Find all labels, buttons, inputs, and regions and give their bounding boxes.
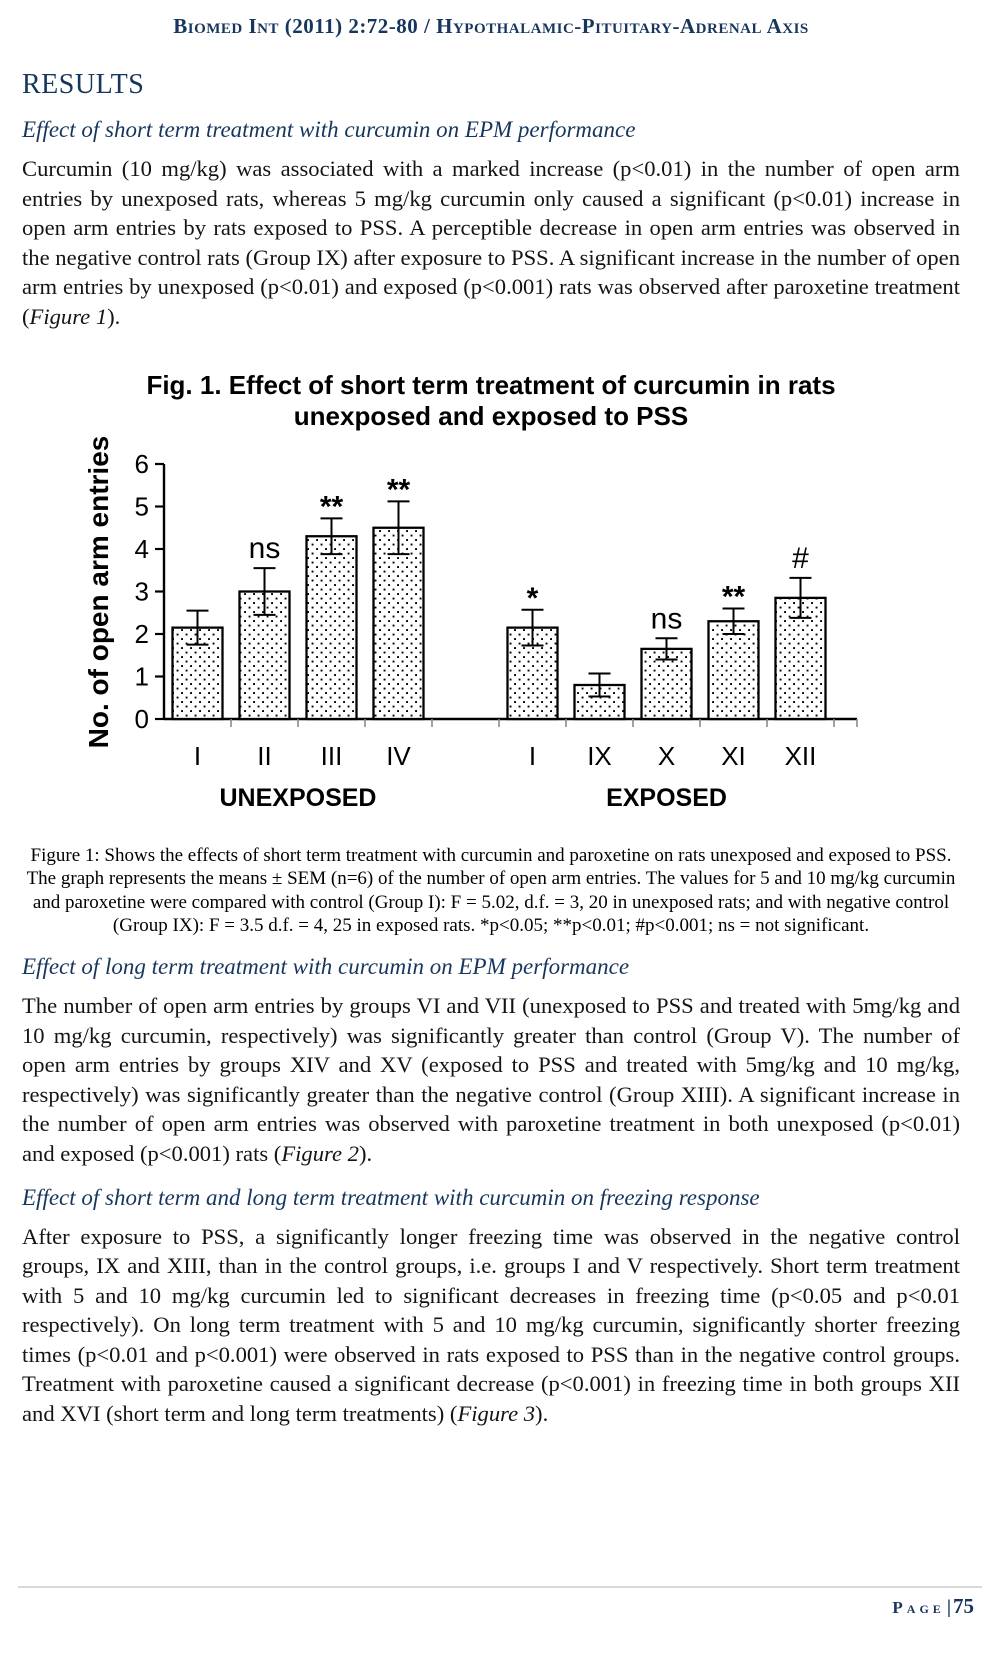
figure-1-title-line1: Fig. 1. Effect of short term treatment o… xyxy=(146,369,836,400)
category-label: IX xyxy=(587,741,612,771)
y-tick-label: 3 xyxy=(135,576,149,606)
y-tick-label: 1 xyxy=(135,661,149,691)
paragraph-text: The number of open arm entries by groups… xyxy=(22,992,960,1166)
category-label: III xyxy=(321,741,343,771)
paragraph-text: After exposure to PSS, a significantly l… xyxy=(22,1223,960,1427)
figure-1-title-line2: unexposed and exposed to PSS xyxy=(293,400,689,431)
footer-divider xyxy=(18,1586,982,1588)
paragraph-tail: ). xyxy=(107,303,121,329)
bar-III-2 xyxy=(305,534,358,720)
significance-label: ns xyxy=(249,532,281,565)
significance-label: ** xyxy=(387,473,411,506)
subheading-freezing-response: Effect of short term and long term treat… xyxy=(22,1184,760,1210)
figure-1-bar-chart: 0 1 2 3 4 5 6 Ins II ** III ** IV * I IX ns X ** XI # XII UNEX… xyxy=(83,435,858,812)
y-tick-label: 6 xyxy=(135,449,149,479)
category-label: X xyxy=(658,741,675,771)
category-label: I xyxy=(529,741,536,771)
page-number-label: Page xyxy=(892,1598,945,1617)
significance-label: ** xyxy=(320,490,344,523)
journal-header: Biomed Int (2011) 2:72-80 / Hypothalamic… xyxy=(173,14,809,38)
subheading-short-term-epm: Effect of short term treatment with curc… xyxy=(22,117,636,142)
category-label: IV xyxy=(386,741,411,771)
bar-X-6 xyxy=(640,647,693,720)
significance-label: * xyxy=(527,581,539,614)
figure-1-caption: Figure 1: Shows the effects of short ter… xyxy=(26,844,956,937)
figure-1-block: Fig. 1. Effect of short term treatment o… xyxy=(22,370,960,824)
group-label: EXPOSED xyxy=(606,784,727,812)
figure-1-title: Fig. 1. Effect of short term treatment o… xyxy=(22,370,960,432)
figure-1-reference: Figure 1 xyxy=(29,303,108,329)
figure-2-reference: Figure 2 xyxy=(281,1140,359,1166)
category-label: II xyxy=(257,741,271,771)
category-label: XII xyxy=(785,741,817,771)
page-number-separator: | xyxy=(946,1597,951,1618)
page-content: Biomed Int (2011) 2:72-80 / Hypothalamic… xyxy=(0,14,1000,1429)
y-tick-label: 4 xyxy=(135,534,149,564)
group-label: UNEXPOSED xyxy=(220,784,377,812)
figure-3-reference: Figure 3 xyxy=(457,1401,536,1427)
bar-IV-3 xyxy=(372,526,425,720)
paragraph-tail: ). xyxy=(535,1401,549,1427)
paragraph-long-term-epm: The number of open arm entries by groups… xyxy=(22,991,960,1169)
paragraph-text: Curcumin (10 mg/kg) was associated with … xyxy=(22,156,960,329)
paragraph-tail: ). xyxy=(358,1140,373,1166)
page-number-value: 75 xyxy=(953,1594,974,1618)
significance-label: ns xyxy=(651,602,683,635)
y-tick-label: 0 xyxy=(135,704,149,734)
page-number: Page |75 xyxy=(892,1594,974,1619)
subheading-long-term-epm: Effect of long term treatment with curcu… xyxy=(22,953,630,979)
category-label: I xyxy=(194,741,201,771)
paragraph-short-term-epm: Curcumin (10 mg/kg) was associated with … xyxy=(22,154,960,332)
paragraph-freezing-response: After exposure to PSS, a significantly l… xyxy=(22,1222,960,1429)
significance-label: # xyxy=(792,541,809,574)
y-axis-title: No. of open arm entries xyxy=(83,435,114,748)
y-tick-label: 2 xyxy=(135,619,149,649)
bar-XI-7 xyxy=(707,619,760,720)
section-heading-results: RESULTS xyxy=(22,69,145,100)
y-tick-label: 5 xyxy=(135,491,149,521)
significance-label: ** xyxy=(722,580,746,613)
category-label: XI xyxy=(721,741,746,771)
